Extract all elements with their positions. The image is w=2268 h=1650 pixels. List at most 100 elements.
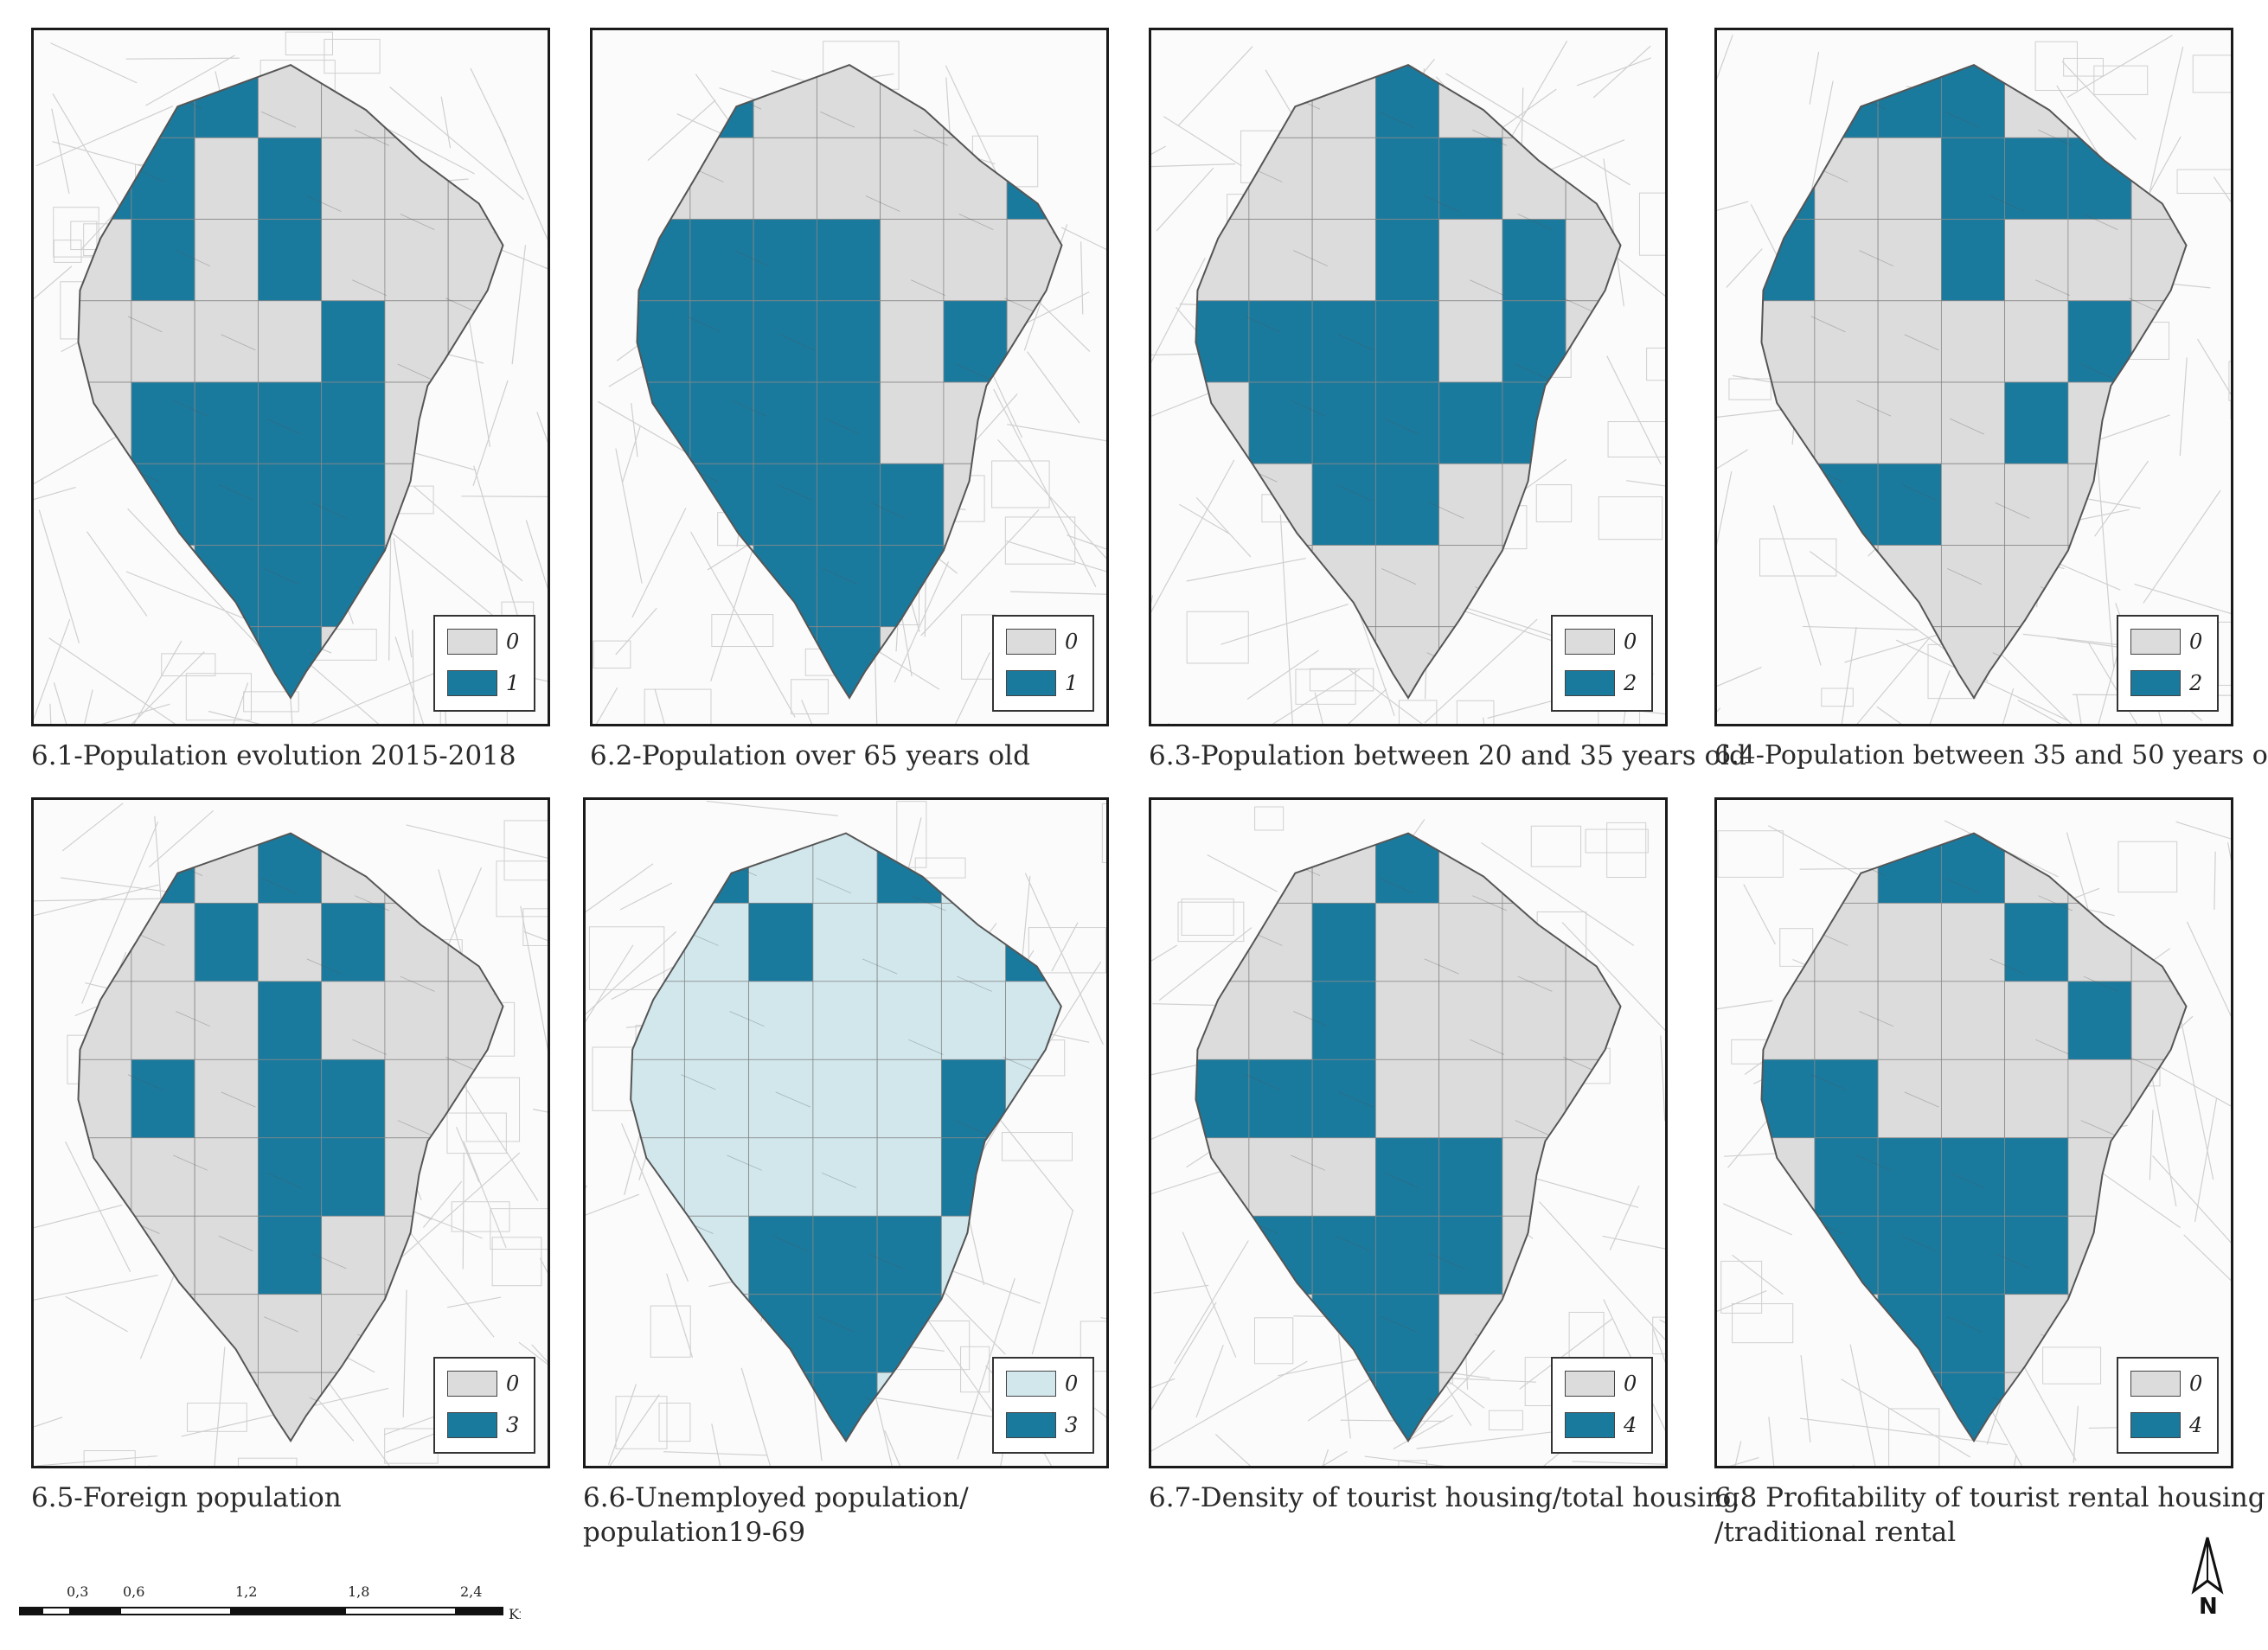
legend-label: 0	[1065, 630, 1079, 654]
zone-high	[1248, 1058, 1313, 1139]
legend-label: 1	[506, 671, 520, 695]
zone-zero	[683, 981, 750, 1060]
zone-zero	[1877, 545, 1942, 628]
zone-high	[880, 463, 945, 546]
zone-zero	[1438, 300, 1503, 383]
zone-high	[131, 137, 195, 220]
caption-6-8: 6.8 Profitability of tourist rental hous…	[1714, 1481, 2265, 1550]
legend-item: 0	[1006, 1371, 1086, 1398]
legend-label: 2	[1624, 671, 1637, 695]
zone-zero	[940, 833, 1007, 904]
zone-zero	[1006, 219, 1062, 302]
zone-zero	[1248, 833, 1313, 904]
zone-zero	[1877, 902, 1942, 982]
zone-high	[257, 463, 323, 546]
zone-zero	[447, 219, 503, 302]
zone-zero	[194, 1215, 259, 1295]
zone-zero	[321, 833, 386, 904]
map-graphic	[1717, 820, 2231, 1466]
zone-zero	[880, 381, 945, 464]
zone-zero	[943, 381, 1008, 464]
zone-zero	[1438, 902, 1503, 982]
zone-zero	[1248, 65, 1313, 138]
zone-zero	[2130, 300, 2187, 383]
zone-zero	[78, 381, 132, 464]
zone-zero	[78, 902, 132, 982]
zone-high	[689, 300, 754, 383]
scale-tick-label: 1,2	[235, 1583, 257, 1600]
zone-zero	[2130, 1058, 2187, 1139]
zone-zero	[1761, 902, 1816, 982]
zone-high	[2004, 1137, 2069, 1217]
zone-zero	[2130, 463, 2187, 546]
district-outline	[636, 63, 1063, 700]
zone-zero	[194, 219, 259, 302]
zone-zero	[2067, 219, 2132, 302]
zone-zero	[1006, 300, 1062, 383]
zone-zero	[1565, 1137, 1621, 1217]
zone-zero	[2004, 833, 2069, 904]
legend-item: 0	[2130, 629, 2210, 656]
legend-label: 4	[1624, 1413, 1637, 1437]
zone-zero	[447, 981, 503, 1060]
zone-zero	[1438, 545, 1503, 628]
zone-high	[1311, 381, 1376, 464]
zone-high	[1814, 1215, 1879, 1295]
zone-zero	[131, 981, 195, 1060]
zone-zero	[943, 137, 1008, 220]
zone-zero	[1195, 463, 1250, 546]
zone-zero	[812, 981, 878, 1060]
zone-high	[940, 1058, 1007, 1139]
map-graphic	[34, 31, 548, 724]
caption-6-8-line-2: /traditional rental	[1714, 1517, 1957, 1548]
zone-high	[321, 545, 386, 628]
zone-zero	[2004, 981, 2069, 1060]
zone-high	[689, 219, 754, 302]
zone-zero	[1005, 1137, 1061, 1217]
zone-high	[876, 1294, 942, 1373]
district-outline	[1760, 63, 2188, 700]
zone-high	[257, 1215, 323, 1295]
legend-label: 0	[2189, 630, 2203, 654]
zone-zero	[1877, 219, 1942, 302]
map-graphic	[1717, 35, 2231, 724]
zone-high	[940, 1137, 1007, 1217]
zone-high	[637, 381, 691, 464]
zone-zero	[2130, 902, 2187, 982]
zone-high	[321, 463, 386, 546]
zone-zero	[748, 981, 814, 1060]
zone-zero	[1877, 981, 1942, 1060]
zone-zero	[1761, 1137, 1816, 1217]
zone-zero	[1565, 65, 1621, 138]
zone-zero	[1438, 981, 1503, 1060]
legend-item: 4	[2130, 1412, 2210, 1440]
zone-zero	[1761, 1372, 1816, 1442]
zone-high	[816, 463, 881, 546]
zone-zero	[194, 137, 259, 220]
zone-high	[1940, 1215, 2006, 1295]
zone-high	[194, 902, 259, 982]
zone-high	[683, 833, 750, 904]
legend-item: 3	[1006, 1412, 1086, 1440]
zone-zero	[876, 981, 942, 1060]
zone-zero	[1374, 902, 1440, 982]
zone-high	[1374, 463, 1440, 546]
legend-swatch	[1006, 1371, 1056, 1397]
zone-high	[1877, 1215, 1942, 1295]
zone-zero	[943, 219, 1008, 302]
district-outline	[1195, 832, 1622, 1442]
scale-tick-label: 0,3	[67, 1583, 88, 1600]
zone-zero	[257, 65, 323, 138]
zone-zero	[1195, 1372, 1250, 1442]
zone-zero	[2004, 65, 2069, 138]
zone-high	[1311, 300, 1376, 383]
zone-zero	[1814, 545, 1879, 628]
zone-high	[257, 1058, 323, 1139]
zone-zero	[637, 463, 691, 546]
